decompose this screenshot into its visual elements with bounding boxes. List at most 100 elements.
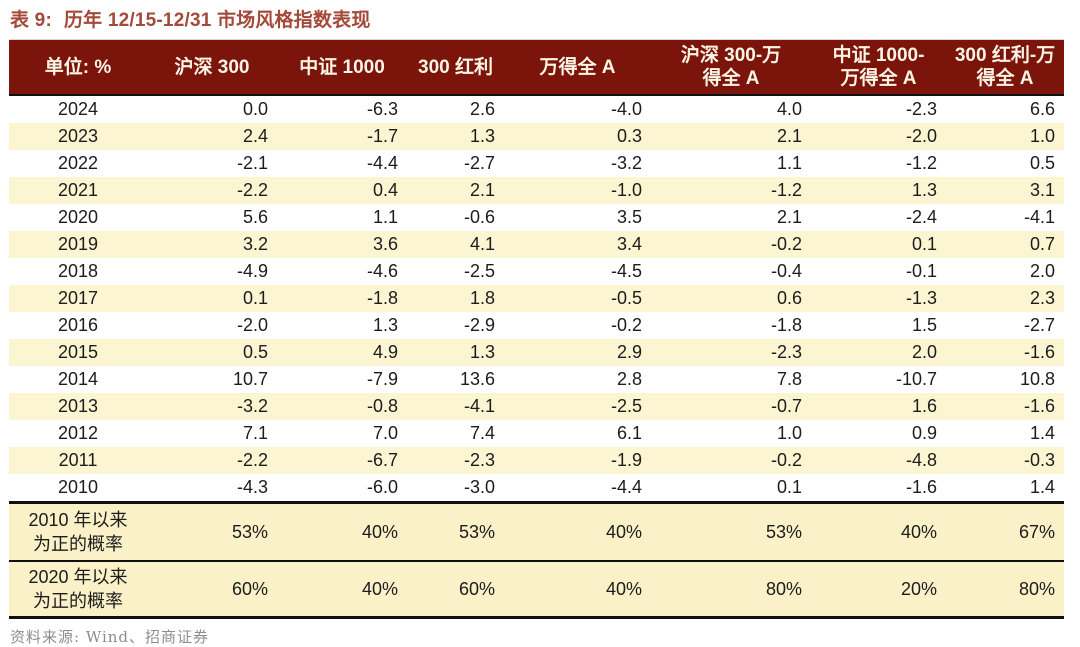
value-cell: -4.1 [1023, 207, 1055, 227]
table-title-text: 历年 12/15-12/31 市场风格指数表现 [63, 10, 371, 31]
value-cell: 1.3 [407, 123, 504, 150]
column-header-hs300-minus-a: 沪深 300-万 得全 A [651, 39, 811, 96]
value-cell: 4.1 [407, 231, 504, 258]
table-row-2013: 2013 -3.2 -0.8 -4.1 -2.5 -0.7 1.6 -1.6 [9, 393, 1064, 420]
summary-value-cell: 40% [277, 561, 407, 619]
value-cell: 10.8 [1019, 369, 1055, 389]
year-cell: 2021 [9, 177, 147, 204]
value-cell: 0.9 [911, 423, 937, 443]
value-cell: -0.1 [905, 261, 937, 281]
table-row-2020: 2020 5.6 1.1 -0.6 3.5 2.1 -2.4 -4.1 [9, 204, 1064, 231]
value-cell: -2.2 [147, 177, 277, 204]
value-cell: -4.4 [366, 153, 398, 173]
summary-value-cell: 53% [147, 501, 277, 562]
value-cell: -6.3 [366, 99, 398, 119]
value-cell: 6.1 [616, 423, 642, 443]
year-cell: 2010 [57, 477, 99, 497]
value-cell: -0.5 [504, 285, 651, 312]
value-cell: -3.2 [610, 153, 642, 173]
value-cell: 0.7 [946, 231, 1064, 258]
value-cell: 1.3 [811, 177, 946, 204]
summary-value-cell: 40% [811, 501, 946, 562]
year-cell: 2018 [57, 261, 99, 281]
value-cell: -2.3 [407, 447, 504, 474]
value-cell: -2.7 [463, 153, 495, 173]
value-cell: -1.6 [946, 339, 1064, 366]
summary-row-2010: 2010 年以来 为正的概率 53% 40% 53% 40% 53% 40% 67% [9, 501, 1064, 562]
summary-label: 2010 年以来 为正的概率 [9, 501, 147, 562]
value-cell: -2.0 [236, 315, 268, 335]
value-cell: 1.8 [407, 285, 504, 312]
value-cell: 3.2 [147, 231, 277, 258]
value-cell: 1.3 [407, 339, 504, 366]
value-cell: 0.6 [651, 285, 811, 312]
table-row-2014: 2014 10.7 -7.9 13.6 2.8 7.8 -10.7 10.8 [9, 366, 1064, 393]
value-cell: -4.0 [610, 99, 642, 119]
year-cell: 2017 [9, 285, 147, 312]
value-cell: 5.6 [242, 207, 268, 227]
value-cell: -0.7 [651, 393, 811, 420]
value-cell: -1.0 [504, 177, 651, 204]
value-cell: -2.1 [236, 153, 268, 173]
value-cell: 13.6 [459, 369, 495, 389]
table-number-label: 表 9: [10, 10, 52, 31]
column-header-hl300-minus-a: 300 红利-万 得全 A [946, 39, 1064, 96]
value-cell: -4.8 [811, 447, 946, 474]
value-cell: -2.3 [905, 99, 937, 119]
column-header-hl300: 300 红利 [407, 39, 504, 96]
value-cell: 2.0 [811, 339, 946, 366]
value-cell: 7.8 [776, 369, 802, 389]
column-header-hs300: 沪深 300 [147, 39, 277, 96]
value-cell: 1.4 [1029, 423, 1055, 443]
year-cell: 2020 [57, 207, 99, 227]
table-row-2016: 2016 -2.0 1.3 -2.9 -0.2 -1.8 1.5 -2.7 [9, 312, 1064, 339]
summary-value-cell: 67% [946, 501, 1064, 562]
value-cell: 10.7 [232, 369, 268, 389]
style-index-table: 单位: % 沪深 300 中证 1000 300 红利 万得全 A 沪深 300-万 得全 … [9, 39, 1064, 619]
value-cell: -4.6 [366, 261, 398, 281]
year-cell: 2023 [9, 123, 147, 150]
value-cell: -2.9 [463, 315, 495, 335]
table-row-2023: 2023 2.4 -1.7 1.3 0.3 2.1 -2.0 1.0 [9, 123, 1064, 150]
summary-value-cell: 40% [504, 501, 651, 562]
value-cell: 1.3 [372, 315, 398, 335]
value-cell: -6.7 [277, 447, 407, 474]
value-cell: -2.2 [147, 447, 277, 474]
value-cell: -0.8 [277, 393, 407, 420]
value-cell: 1.1 [776, 153, 802, 173]
value-cell: -1.2 [905, 153, 937, 173]
year-cell: 2011 [9, 447, 147, 474]
value-cell: 2.6 [469, 99, 495, 119]
table-row-2022: 2022 -2.1 -4.4 -2.7 -3.2 1.1 -1.2 0.5 [9, 150, 1064, 177]
summary-value-cell: 40% [504, 561, 651, 619]
value-cell: -3.0 [463, 477, 495, 497]
value-cell: -4.4 [610, 477, 642, 497]
table-body: 2024 0.0 -6.3 2.6 -4.0 4.0 -2.3 6.6 2023 2.4 -1.7 1… [9, 95, 1064, 619]
value-cell: 0.5 [1029, 153, 1055, 173]
value-cell: -1.9 [504, 447, 651, 474]
value-cell: 3.6 [277, 231, 407, 258]
value-cell: -1.7 [277, 123, 407, 150]
value-cell: 3.4 [504, 231, 651, 258]
value-cell: -0.2 [610, 315, 642, 335]
table-row-2010: 2010 -4.3 -6.0 -3.0 -4.4 0.1 -1.6 1.4 [9, 474, 1064, 503]
value-cell: -1.6 [946, 393, 1064, 420]
value-cell: 3.5 [616, 207, 642, 227]
year-cell: 2024 [57, 99, 99, 119]
table-header-row: 单位: % 沪深 300 中证 1000 300 红利 万得全 A 沪深 300-万 得全 … [9, 39, 1064, 96]
value-cell: -7.9 [366, 369, 398, 389]
year-cell: 2022 [57, 153, 99, 173]
value-cell: -3.2 [147, 393, 277, 420]
value-cell: 2.3 [946, 285, 1064, 312]
table-row-2018: 2018 -4.9 -4.6 -2.5 -4.5 -0.4 -0.1 2.0 [9, 258, 1064, 285]
value-cell: 2.4 [147, 123, 277, 150]
summary-value-cell: 80% [651, 561, 811, 619]
value-cell: -2.0 [811, 123, 946, 150]
value-cell: 4.0 [776, 99, 802, 119]
value-cell: -4.3 [236, 477, 268, 497]
value-cell: -4.5 [610, 261, 642, 281]
value-cell: 1.5 [911, 315, 937, 335]
value-cell: 1.4 [1029, 477, 1055, 497]
year-cell: 2014 [57, 369, 99, 389]
